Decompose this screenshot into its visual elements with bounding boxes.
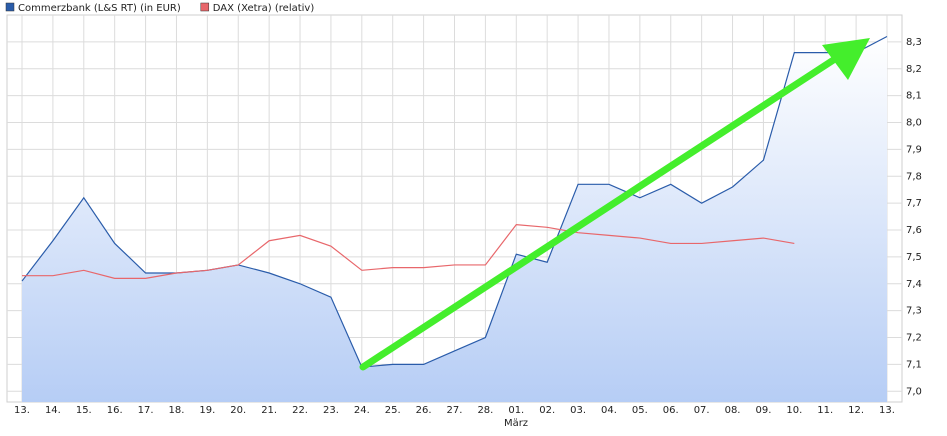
y-tick-label: 7,1 <box>906 359 922 370</box>
y-tick-label: 8,2 <box>906 64 922 75</box>
x-tick-label: 21. <box>261 405 277 416</box>
y-tick-label: 7,7 <box>906 198 922 209</box>
x-tick-label: 11. <box>817 405 833 416</box>
y-tick-label: 8,0 <box>906 118 922 129</box>
series-line <box>21 35 888 368</box>
legend: Commerzbank (L&S RT) (in EUR) DAX (Xetra)… <box>5 2 315 14</box>
legend-swatch <box>200 2 210 12</box>
y-tick-label: 7,4 <box>906 279 922 290</box>
series <box>21 35 888 402</box>
x-tick-label: 18. <box>169 405 185 416</box>
x-tick-label: 22. <box>292 405 308 416</box>
x-tick-label: 08. <box>725 405 741 416</box>
x-tick-label: 27. <box>447 405 463 416</box>
y-tick-label: 7,0 <box>906 386 922 397</box>
x-tick-label: 13. <box>14 405 30 416</box>
y-tick-label: 7,5 <box>906 252 922 263</box>
y-tick-label: 7,2 <box>906 333 922 344</box>
x-tick-label: 28. <box>477 405 493 416</box>
x-tick-label: 12. <box>848 405 864 416</box>
x-tick-label: 03. <box>570 405 586 416</box>
legend-label: DAX (Xetra) (relativ) <box>213 3 315 14</box>
x-tick-label: 17. <box>138 405 154 416</box>
series-area <box>22 36 887 402</box>
x-tick-label: 19. <box>199 405 215 416</box>
x-tick-label: 14. <box>45 405 61 416</box>
x-tick-label: 26. <box>416 405 432 416</box>
x-tick-label: 25. <box>385 405 401 416</box>
annotation-arrow <box>359 38 870 371</box>
y-tick-label: 8,1 <box>906 91 922 102</box>
arrow-shaft <box>359 53 842 371</box>
x-tick-label: 24. <box>354 405 370 416</box>
y-tick-label: 7,3 <box>906 306 922 317</box>
x-tick-label: 13. <box>879 405 895 416</box>
x-tick-label: 09. <box>755 405 771 416</box>
legend-label: Commerzbank (L&S RT) (in EUR) <box>18 3 181 14</box>
x-tick-label: 01. <box>508 405 524 416</box>
x-tick-label: 15. <box>76 405 92 416</box>
x-tick-label: 10. <box>786 405 802 416</box>
x-tick-label: 07. <box>694 405 710 416</box>
x-tick-label: 02. <box>539 405 555 416</box>
series-line <box>22 223 795 279</box>
y-tick-label: 7,8 <box>906 171 922 182</box>
arrow-head <box>822 38 870 80</box>
x-tick-label: 16. <box>107 405 123 416</box>
x-tick-label: 05. <box>632 405 648 416</box>
legend-swatch <box>5 2 15 12</box>
x-tick-label: 23. <box>323 405 339 416</box>
x-axis-label: März <box>504 418 528 429</box>
y-tick-label: 7,6 <box>906 225 922 236</box>
y-tick-label: 7,9 <box>906 144 922 155</box>
x-tick-label: 04. <box>601 405 617 416</box>
x-tick-label: 06. <box>663 405 679 416</box>
x-tick-label: 20. <box>230 405 246 416</box>
y-tick-label: 8,3 <box>906 37 922 48</box>
